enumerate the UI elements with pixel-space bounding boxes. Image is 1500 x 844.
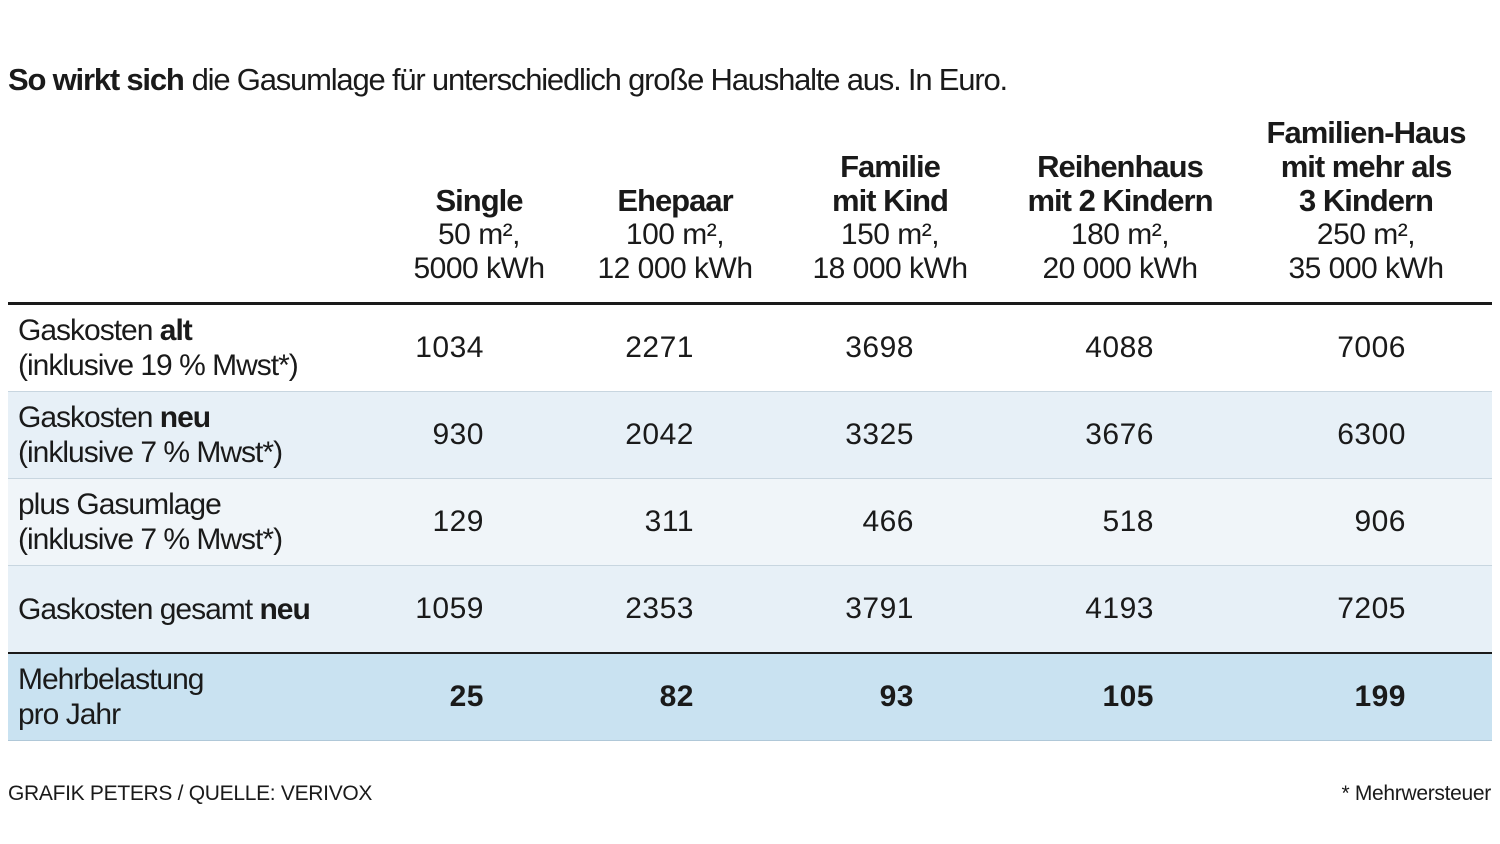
row: Gaskosten gesamt neu 1059 2353 3791 4193 7205 — [8, 565, 1492, 654]
label-text: Mehrbelastung — [18, 663, 204, 696]
data-table: Single 50 m², 5000 kWh Ehepaar 100 m², 12 000… — [8, 112, 1492, 741]
column-name: Reihenhaus — [1037, 149, 1204, 184]
column-sub: 250 m², — [1316, 218, 1416, 251]
row-label: Gaskosten gesamt neu — [8, 565, 388, 654]
source: GRAFIK PETERS / QUELLE: VERIVOX — [8, 782, 373, 805]
row: plus Gasumlage (inklusive 7 % Mwst*) 129 31… — [8, 478, 1492, 566]
label-line: (inklusive 7 % Mwst*) — [18, 522, 388, 557]
column-name: Familien-Haus — [1266, 115, 1467, 150]
label-text: (inklusive 7 % Mwst*) — [18, 523, 283, 556]
column-sub: 18 000 kWh — [812, 252, 968, 285]
cell-value: 3791 — [780, 565, 1000, 654]
column-sub: 50 m², — [437, 218, 521, 251]
cell-value: 466 — [780, 478, 1000, 566]
column-header: Familien-Haus mit mehr als 3 Kindern 250 m²… — [1240, 112, 1492, 305]
label-text: plus Gasumlage — [18, 488, 222, 521]
label-line: (inklusive 7 % Mwst*) — [18, 435, 388, 470]
label-line: Gaskosten alt — [18, 313, 388, 348]
footnote: * Mehrwersteuer — [1341, 782, 1491, 805]
row: Mehrbelastung pro Jahr 25 82 93 105 199 — [8, 652, 1492, 741]
row-label: Mehrbelastung pro Jahr — [8, 652, 388, 741]
cell-value: 7205 — [1240, 565, 1492, 654]
column-header: Ehepaar 100 m², 12 000 kWh — [570, 112, 780, 305]
cell-value: 105 — [1000, 652, 1240, 741]
cell-value: 82 — [570, 652, 780, 741]
cell-value: 3325 — [780, 391, 1000, 479]
cell-value: 518 — [1000, 478, 1240, 566]
cell-value: 7006 — [1240, 303, 1492, 392]
label-line: (inklusive 19 % Mwst*) — [18, 348, 388, 383]
column-sub: 12 000 kWh — [597, 252, 753, 285]
row-label: Gaskosten neu (inklusive 7 % Mwst*) — [8, 391, 388, 479]
column-sub: 5000 kWh — [413, 252, 545, 285]
cell-value: 3676 — [1000, 391, 1240, 479]
label-text: Gaskosten — [18, 314, 153, 347]
header-row: Single 50 m², 5000 kWh Ehepaar 100 m², 12 000… — [8, 112, 1492, 305]
row-label: plus Gasumlage (inklusive 7 % Mwst*) — [8, 478, 388, 566]
cell-value: 2353 — [570, 565, 780, 654]
cell-value: 25 — [388, 652, 570, 741]
column-name: mit 2 Kindern — [1027, 183, 1213, 218]
column-name: Familie — [840, 149, 941, 184]
row: Gaskosten neu (inklusive 7 % Mwst*) 930 204… — [8, 391, 1492, 479]
label-text: neu — [259, 592, 310, 626]
cell-value: 1059 — [388, 565, 570, 654]
label-line: pro Jahr — [18, 697, 388, 732]
label-line: Mehrbelastung — [18, 662, 388, 697]
title: So wirkt sich die Gasumlage für unterschi… — [8, 62, 1008, 97]
cell-value: 906 — [1240, 478, 1492, 566]
column-header: Reihenhaus mit 2 Kindern 180 m², 20 000 kWh — [1000, 112, 1240, 305]
column-sub: 35 000 kWh — [1288, 252, 1444, 285]
column-header: Single 50 m², 5000 kWh — [388, 112, 570, 305]
cell-value: 930 — [388, 391, 570, 479]
label-text: (inklusive 7 % Mwst*) — [18, 436, 283, 469]
label-text: pro Jahr — [18, 698, 121, 731]
label-line: plus Gasumlage — [18, 487, 388, 522]
cell-value: 6300 — [1240, 391, 1492, 479]
column-sub: 150 m², — [840, 218, 940, 251]
cell-value: 93 — [780, 652, 1000, 741]
cell-value: 3698 — [780, 303, 1000, 392]
column-name: mit Kind — [832, 183, 949, 218]
label-line: Gaskosten gesamt neu — [18, 592, 388, 627]
label-text: neu — [159, 401, 211, 434]
cell-value: 199 — [1240, 652, 1492, 741]
column-name: Single — [435, 183, 523, 218]
label-text: Gaskosten — [18, 401, 153, 434]
row-label: Gaskosten alt (inklusive 19 % Mwst*) — [8, 303, 388, 392]
cell-value: 2042 — [570, 391, 780, 479]
cell-value: 1034 — [388, 303, 570, 392]
column-sub: 100 m², — [625, 218, 725, 251]
corner — [8, 112, 388, 305]
label-line: Gaskosten neu — [18, 400, 388, 435]
column-name: mit mehr als — [1280, 149, 1453, 184]
column-name: 3 Kindern — [1299, 183, 1434, 218]
column-name: Ehepaar — [617, 183, 733, 218]
label-text: (inklusive 19 % Mwst*) — [18, 349, 299, 382]
label-text: alt — [159, 314, 193, 347]
cell-value: 2271 — [570, 303, 780, 392]
cell-value: 4088 — [1000, 303, 1240, 392]
column-sub: 180 m², — [1070, 218, 1170, 251]
column-header: Familie mit Kind 150 m², 18 000 kWh — [780, 112, 1000, 305]
cell-value: 4193 — [1000, 565, 1240, 654]
column-sub: 20 000 kWh — [1042, 252, 1198, 285]
cell-value: 311 — [570, 478, 780, 566]
cell-value: 129 — [388, 478, 570, 566]
label-text: Gaskosten gesamt — [18, 592, 253, 626]
row: Gaskosten alt (inklusive 19 % Mwst*) 1034 2… — [8, 303, 1492, 392]
